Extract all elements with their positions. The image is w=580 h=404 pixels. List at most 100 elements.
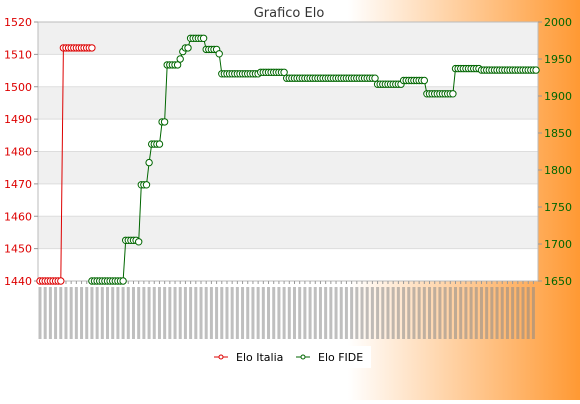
x-tick-label-mark xyxy=(74,287,78,339)
plot-band xyxy=(38,151,538,184)
x-tick-label-mark xyxy=(225,287,229,339)
x-tick-label-mark xyxy=(391,287,395,339)
x-tick-label-mark xyxy=(241,287,245,339)
x-tick-label-mark xyxy=(168,287,172,339)
x-tick-label-mark xyxy=(152,287,156,339)
x-tick-label-mark xyxy=(433,287,437,339)
series-elo-fide xyxy=(88,34,540,285)
x-tick-label-mark xyxy=(230,287,234,339)
data-point xyxy=(160,118,169,126)
x-tick-label-mark xyxy=(183,287,187,339)
x-tick-label-mark xyxy=(95,287,99,339)
x-tick-label-mark xyxy=(178,287,182,339)
x-tick-label-mark xyxy=(344,287,348,339)
x-tick-label-mark xyxy=(329,287,333,339)
x-tick-label-mark xyxy=(516,287,520,339)
x-tick-label-mark xyxy=(137,287,141,339)
x-tick-label-mark xyxy=(495,287,499,339)
x-tick-label-mark xyxy=(235,287,239,339)
y-left-tick-label: 1440 xyxy=(4,275,32,288)
x-tick-label-mark xyxy=(106,287,110,339)
x-tick-label-mark xyxy=(194,287,198,339)
x-tick-label-mark xyxy=(126,287,130,339)
data-point xyxy=(135,238,143,246)
x-tick-label-mark xyxy=(204,287,208,339)
data-point xyxy=(155,140,164,148)
plot-band xyxy=(38,22,538,55)
x-tick-label-mark xyxy=(485,287,489,339)
x-tick-label-mark xyxy=(256,287,260,339)
plot-area xyxy=(37,21,539,282)
x-tick-label-mark xyxy=(142,287,146,339)
data-point xyxy=(449,90,457,98)
x-tick-label-mark xyxy=(100,287,104,339)
data-point xyxy=(280,68,288,77)
x-tick-label-mark xyxy=(412,287,416,339)
y-right-tick-label: 1950 xyxy=(544,53,572,66)
y-left-tick-label: 1510 xyxy=(4,48,32,61)
x-tick-label-mark xyxy=(464,287,468,339)
x-tick-label-mark xyxy=(355,287,359,339)
x-tick-label-mark xyxy=(526,287,530,339)
x-tick-label-mark xyxy=(469,287,473,339)
y-right-tick-label: 1900 xyxy=(544,90,572,103)
x-tick-label-mark xyxy=(251,287,255,339)
legend-marker-elo-italia xyxy=(218,354,224,360)
x-tick-label-mark xyxy=(339,287,343,339)
data-point xyxy=(199,34,208,42)
x-tick-label-mark xyxy=(282,287,286,339)
x-tick-label-mark xyxy=(111,287,115,339)
x-tick-label-mark xyxy=(121,287,125,339)
x-tick-label-mark xyxy=(147,287,151,339)
data-point xyxy=(184,44,192,52)
legend-item-elo-fide: Elo FIDE xyxy=(296,351,363,364)
x-tick-label-mark xyxy=(267,287,271,339)
x-tick-label-mark xyxy=(163,287,167,339)
legend: Elo Italia Elo FIDE xyxy=(207,346,371,368)
x-tick-label-mark xyxy=(505,287,509,339)
x-tick-label-mark xyxy=(292,287,296,339)
x-tick-label-mark xyxy=(298,287,302,339)
y-right-tick-label: 1750 xyxy=(544,201,572,214)
y-right-tick-label: 1850 xyxy=(544,127,572,140)
data-point xyxy=(145,158,153,167)
x-tick-label-mark xyxy=(116,287,120,339)
data-point xyxy=(420,76,428,85)
y-left-tick-label: 1520 xyxy=(4,16,32,29)
series-elo-italia xyxy=(36,44,96,285)
x-tick-label-mark xyxy=(313,287,317,339)
x-tick-label-mark xyxy=(64,287,68,339)
x-tick-label-mark xyxy=(402,287,406,339)
x-tick-label-mark xyxy=(48,287,52,339)
x-tick-label-mark xyxy=(428,287,432,339)
x-tick-label-mark xyxy=(500,287,504,339)
x-tick-label-mark xyxy=(131,287,135,339)
y-left-tick-label: 1500 xyxy=(4,81,32,94)
x-tick-label-mark xyxy=(277,287,281,339)
x-tick-label-mark xyxy=(422,287,426,339)
x-tick-label-mark xyxy=(246,287,250,339)
x-tick-label-mark xyxy=(308,287,312,339)
y-right-tick-label: 1650 xyxy=(544,275,572,288)
y-left-tick-label: 1450 xyxy=(4,243,32,256)
x-tick-label-mark xyxy=(220,287,224,339)
x-tick-label-mark xyxy=(448,287,452,339)
x-tick-label-mark xyxy=(370,287,374,339)
x-tick-label-mark xyxy=(59,287,63,339)
x-tick-label-mark xyxy=(287,287,291,339)
x-tick-label-mark xyxy=(438,287,442,339)
x-tick-label-mark xyxy=(54,287,58,339)
x-tick-label-mark xyxy=(38,287,42,339)
y-axis-right: 1650 1700 1750 1800 1850 1900 1950 2000 xyxy=(538,16,572,288)
y-left-tick-label: 1470 xyxy=(4,178,32,191)
y-axis-left: 1440 1450 1460 1470 1480 1490 1500 1510 1520 xyxy=(4,16,38,288)
y-right-tick-label: 2000 xyxy=(544,16,572,29)
data-point xyxy=(173,61,182,69)
data-point xyxy=(142,181,151,189)
data-point xyxy=(532,66,540,74)
x-tick-label-mark xyxy=(69,287,73,339)
x-tick-label-mark xyxy=(360,287,364,339)
x-tick-label-mark xyxy=(386,287,390,339)
